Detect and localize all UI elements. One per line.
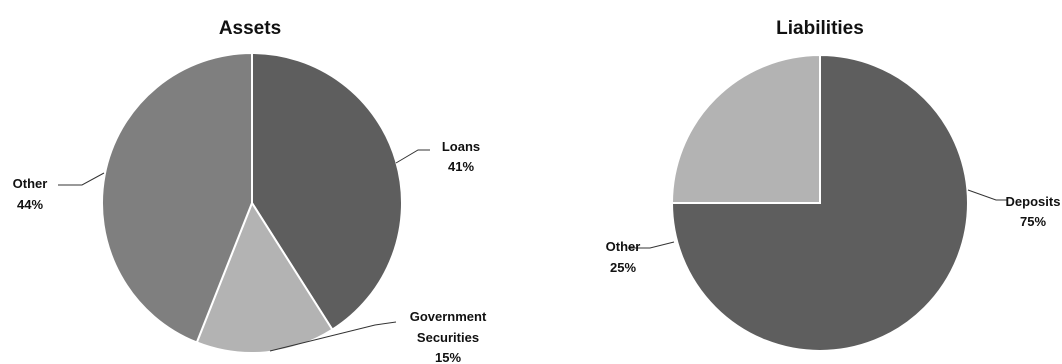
assets-govsec-label-line1: Government <box>410 309 487 324</box>
assets-govsec-leader <box>269 321 397 352</box>
assets-other-leader <box>58 172 105 186</box>
liabilities-other-value: 25% <box>610 260 636 275</box>
assets-other-value: 44% <box>17 197 43 212</box>
assets-loans-leader <box>395 149 430 164</box>
liabilities-pie-chart: Liabilities Deposits 75% Other 25% <box>606 18 1061 352</box>
assets-pie-chart: Assets Loans 41% Government Securities 1… <box>13 18 487 364</box>
assets-other-label: Other <box>13 176 48 191</box>
liabilities-slice-other <box>670 53 821 204</box>
assets-slices <box>101 51 403 354</box>
liabilities-deposits-leader <box>967 189 1008 201</box>
liabilities-deposits-value: 75% <box>1020 214 1046 229</box>
liabilities-slices <box>670 53 969 352</box>
assets-loans-value: 41% <box>448 159 474 174</box>
liabilities-other-label: Other <box>606 239 641 254</box>
liabilities-other-leader <box>628 241 675 249</box>
assets-title: Assets <box>219 18 281 39</box>
liabilities-deposits-label: Deposits <box>1006 194 1061 209</box>
assets-slice-government-securities <box>195 200 334 354</box>
assets-loans-label: Loans <box>442 139 480 154</box>
assets-slice-other <box>101 51 253 344</box>
assets-govsec-value: 15% <box>435 350 461 364</box>
assets-govsec-label-line2: Securities <box>417 330 479 345</box>
liabilities-title: Liabilities <box>776 18 864 39</box>
